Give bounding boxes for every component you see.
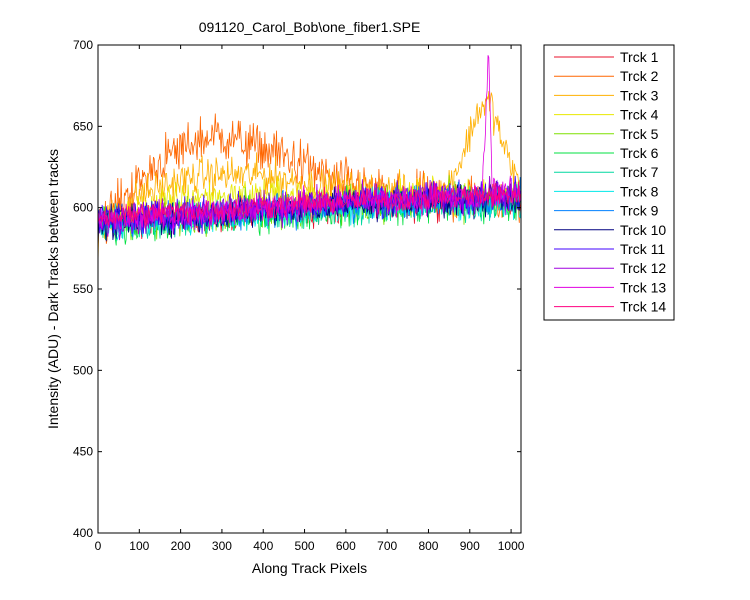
x-tick-label: 400	[253, 539, 273, 553]
legend-label: Trck 5	[620, 126, 659, 142]
chart: 0 100 200 300 400 500 600 700 800 900 1000 400 450 5…	[0, 0, 750, 600]
legend-label: Trck 12	[620, 260, 666, 276]
legend-label: Trck 13	[620, 279, 666, 295]
x-axis-label: Along Track Pixels	[252, 560, 367, 576]
y-tick-label: 550	[73, 282, 93, 296]
legend-label: Trck 7	[620, 164, 659, 180]
legend-label: Trck 2	[620, 68, 659, 84]
y-tick-label: 450	[73, 445, 93, 459]
chart-title: 091120_Carol_Bob\one_fiber1.SPE	[199, 19, 421, 35]
x-tick-label: 300	[212, 539, 232, 553]
legend-label: Trck 10	[620, 222, 666, 238]
x-tick-label: 500	[295, 539, 315, 553]
y-tick-label: 700	[73, 38, 93, 52]
x-tick-label: 800	[418, 539, 438, 553]
y-tick-label: 600	[73, 201, 93, 215]
legend-label: Trck 6	[620, 145, 659, 161]
x-tick-label: 0	[95, 539, 102, 553]
legend-label: Trck 3	[620, 87, 659, 103]
legend[interactable]: Trck 1 Trck 2 Trck 3 Trck 4 Trck 5 Trck 6 Trck…	[544, 45, 674, 320]
x-tick-label: 1000	[498, 539, 525, 553]
y-tick-label: 650	[73, 119, 93, 133]
plot-area-background	[98, 45, 521, 533]
x-tick-label: 200	[171, 539, 191, 553]
x-tick-label: 100	[129, 539, 149, 553]
x-tick-label: 700	[377, 539, 397, 553]
legend-label: Trck 11	[620, 241, 665, 257]
legend-label: Trck 4	[620, 107, 659, 123]
legend-label: Trck 8	[620, 183, 659, 199]
legend-label: Trck 14	[620, 299, 666, 315]
y-axis-label: Intensity (ADU) - Dark Tracks between tr…	[45, 149, 61, 429]
y-tick-label: 400	[73, 526, 93, 540]
y-tick-label: 500	[73, 363, 93, 377]
x-tick-label: 900	[460, 539, 480, 553]
x-tick-label: 600	[336, 539, 356, 553]
legend-label: Trck 9	[620, 203, 659, 219]
legend-label: Trck 1	[620, 49, 659, 65]
